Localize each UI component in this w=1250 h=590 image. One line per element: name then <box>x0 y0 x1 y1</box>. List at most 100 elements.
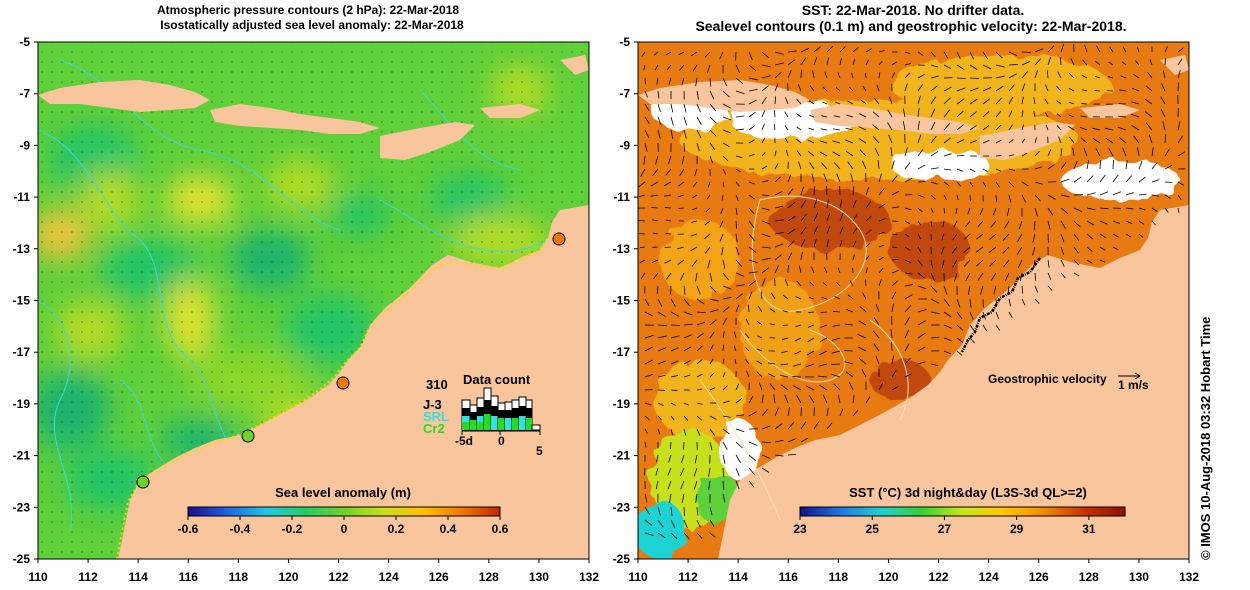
velocity-arrow <box>917 361 926 365</box>
velocity-arrow <box>1131 125 1140 131</box>
velocity-arrow <box>1021 285 1024 294</box>
velocity-arrow <box>806 350 815 356</box>
velocity-arrow <box>1133 135 1140 144</box>
velocity-arrow <box>874 147 880 157</box>
tide-gauge-marker <box>136 475 150 489</box>
velocity-arrow <box>1047 259 1050 268</box>
velocity-arrow <box>665 232 672 235</box>
velocity-arrow <box>1008 84 1015 92</box>
velocity-arrow <box>690 233 698 237</box>
velocity-arrow <box>800 47 810 53</box>
velocity-arrow <box>969 311 974 320</box>
velocity-arrow <box>667 155 672 165</box>
velocity-arrow <box>858 126 867 131</box>
landmass <box>638 55 1189 559</box>
velocity-arrow <box>1047 207 1054 216</box>
velocity-arrow <box>735 90 745 95</box>
velocity-arrow <box>976 233 984 240</box>
velocity-arrow <box>748 99 757 105</box>
left-colorbar-title: Sea level anomaly (m) <box>275 485 411 500</box>
velocity-arrow <box>1094 75 1101 79</box>
y-tick-label: -9 <box>619 138 630 152</box>
sea-level-anomaly-map <box>38 42 589 559</box>
y-tick-label: -17 <box>613 345 631 359</box>
velocity-arrow <box>1082 59 1088 66</box>
velocity-arrow <box>696 321 706 326</box>
velocity-arrow <box>787 228 796 235</box>
velocity-arrow <box>644 415 650 421</box>
velocity-arrow <box>761 220 771 225</box>
data-count-inset: 310 Data count J-3 SRL Cr2 <box>423 372 543 458</box>
velocity-arrow <box>644 441 647 448</box>
velocity-arrow <box>704 51 711 58</box>
velocity-arrow <box>872 124 880 131</box>
velocity-arrow <box>709 506 713 516</box>
velocity-arrow <box>735 272 745 277</box>
velocity-arrow <box>670 347 679 352</box>
velocity-arrow <box>665 219 672 222</box>
velocity-arrow <box>1002 246 1010 254</box>
velocity-arrow <box>943 137 951 144</box>
velocity-arrow <box>800 239 806 248</box>
velocity-arrow <box>891 190 900 196</box>
velocity-arrow <box>709 309 719 313</box>
velocity-arrow <box>774 51 784 55</box>
velocity-arrow <box>722 116 732 121</box>
velocity-arrow <box>1151 194 1160 197</box>
velocity-arrow <box>847 100 854 105</box>
velocity-arrow <box>1008 154 1015 157</box>
velocity-arrow <box>735 207 738 216</box>
sealevel-contours <box>699 195 909 521</box>
velocity-arrow <box>774 232 784 235</box>
velocity-arrow <box>969 324 975 332</box>
velocity-arrow <box>844 323 854 326</box>
velocity-arrow <box>808 297 815 300</box>
x-tick-label: 126 <box>1029 570 1049 584</box>
velocity-arrow <box>917 108 920 118</box>
velocity-arrow <box>1104 127 1114 131</box>
velocity-arrow <box>891 72 896 79</box>
velocity-arrow <box>904 220 911 225</box>
velocity-arrow <box>691 194 698 199</box>
velocity-arrow <box>917 51 924 56</box>
velocity-arrow <box>1149 58 1153 66</box>
velocity-arrow <box>835 87 841 92</box>
velocity-arrow <box>1080 137 1088 144</box>
velocity-arrow <box>1151 147 1154 157</box>
velocity-arrow <box>878 279 882 287</box>
sst-field <box>638 55 1180 559</box>
velocity-arrow <box>1073 259 1079 266</box>
y-tick-label: -15 <box>13 294 31 308</box>
velocity-arrow <box>822 282 828 287</box>
velocity-arrow <box>748 271 758 274</box>
velocity-arrow <box>722 90 730 98</box>
velocity-arrow <box>1060 207 1069 215</box>
velocity-arrow <box>1086 207 1096 211</box>
velocity-arrow <box>709 441 713 451</box>
velocity-arrow <box>904 147 908 157</box>
velocity-arrow <box>822 101 828 105</box>
velocity-arrow <box>969 111 977 118</box>
velocity-arrow <box>781 350 789 354</box>
velocity-arrow <box>748 111 756 118</box>
velocity-arrow <box>761 137 766 144</box>
velocity-arrow <box>657 415 662 421</box>
velocity-arrow <box>904 83 908 92</box>
velocity-arrow <box>805 385 815 391</box>
velocity-arrow <box>655 155 659 165</box>
velocity-arrow <box>1034 58 1042 66</box>
velocity-arrow <box>735 181 740 187</box>
velocity-arrow <box>683 103 687 113</box>
velocity-arrow <box>837 267 841 274</box>
velocity-arrow <box>982 324 988 332</box>
velocity-arrow <box>904 294 913 300</box>
velocity-arrow <box>955 207 958 215</box>
velocity-arrow <box>1008 181 1015 188</box>
velocity-arrow <box>956 337 964 343</box>
velocity-arrow <box>811 173 815 183</box>
velocity-arrow <box>930 181 938 185</box>
y-tick-label: -13 <box>13 242 31 256</box>
velocity-arrow <box>709 285 717 293</box>
velocity-arrow <box>1021 138 1026 144</box>
velocity-arrow <box>943 337 952 341</box>
